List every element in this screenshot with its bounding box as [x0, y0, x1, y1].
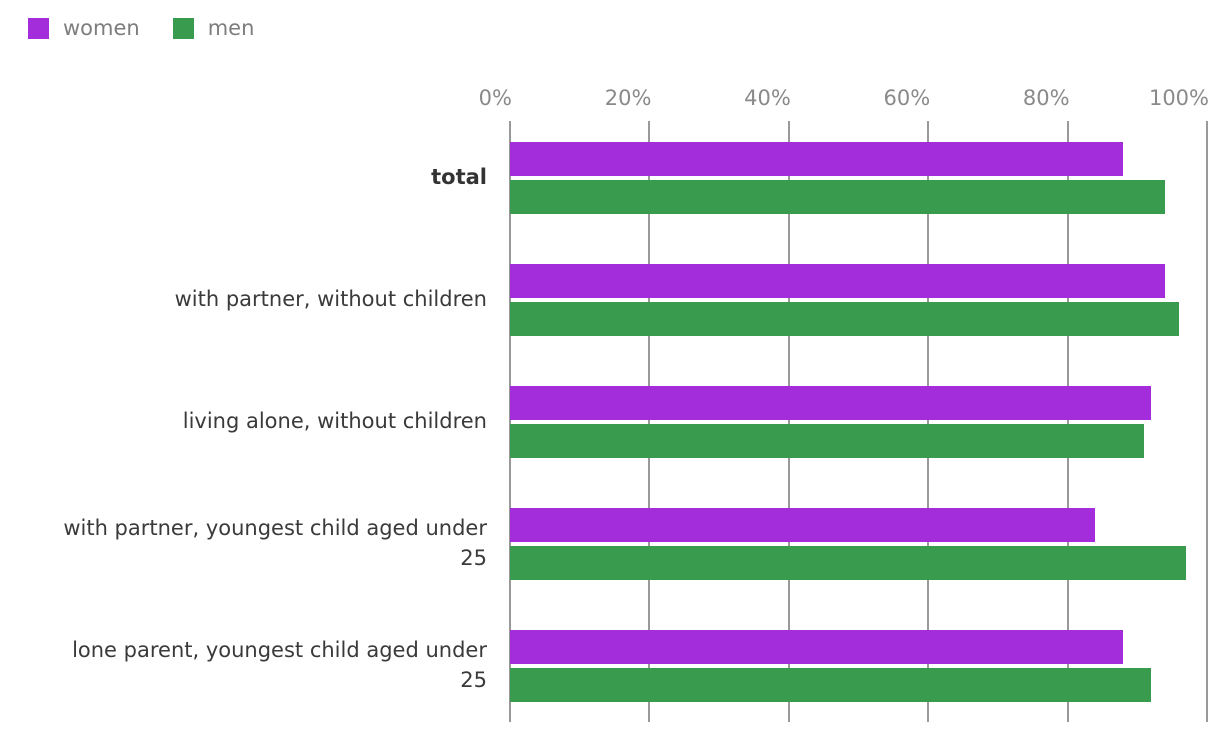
- legend-item-men: men: [172, 16, 255, 40]
- bar-men: [510, 301, 1180, 336]
- x-axis-tick-label: 60%: [883, 86, 931, 110]
- bar-women: [510, 263, 1166, 298]
- gridline: [927, 121, 930, 722]
- bar-men: [510, 179, 1166, 214]
- bar-women: [510, 141, 1124, 176]
- women-color-swatch-icon: [28, 17, 49, 39]
- bar-men: [510, 667, 1152, 702]
- gridline: [1066, 121, 1069, 722]
- x-axis-tick-label: 20%: [604, 86, 652, 110]
- legend: women men: [28, 16, 254, 40]
- bar-women: [510, 507, 1096, 542]
- category-label: total: [431, 164, 487, 189]
- bar-men: [510, 423, 1145, 458]
- category-label: lone parent, youngest child aged under 2…: [72, 638, 487, 692]
- category-label: living alone, without children: [182, 408, 487, 433]
- x-axis-tick-label: 0%: [478, 86, 512, 110]
- legend-item-women: women: [28, 16, 140, 40]
- category-label: with partner, without children: [174, 286, 487, 311]
- gridline: [648, 121, 651, 722]
- gridline: [787, 121, 790, 722]
- x-axis-tick-label: 40%: [744, 86, 791, 110]
- x-axis-tick-label: 80%: [1022, 86, 1070, 110]
- bar-women: [510, 629, 1124, 664]
- legend-label-women: women: [63, 16, 140, 40]
- x-axis-tick-label: 100%: [1148, 86, 1209, 110]
- bar-men: [510, 545, 1187, 580]
- gridline: [509, 121, 511, 722]
- bar-women: [510, 385, 1152, 420]
- gridline: [1206, 121, 1208, 722]
- men-color-swatch-icon: [172, 17, 194, 39]
- legend-label-men: men: [207, 16, 255, 40]
- category-label: with partner, youngest child aged under …: [63, 515, 487, 570]
